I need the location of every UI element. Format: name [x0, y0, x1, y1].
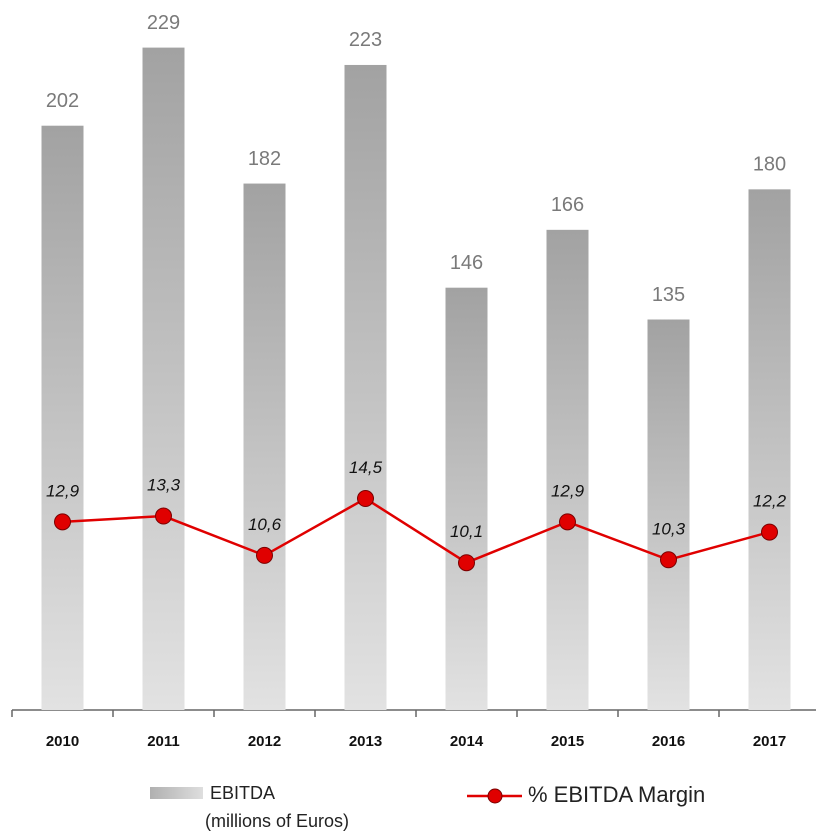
line — [62, 497, 770, 565]
line-marker — [357, 490, 374, 508]
line-label: 12,2 — [753, 492, 787, 511]
line-marker — [54, 513, 71, 531]
legend-marker — [487, 788, 503, 804]
legend-label: EBITDA — [210, 783, 275, 803]
x-tick-label: 2013 — [349, 733, 382, 750]
line-marker — [761, 523, 778, 541]
bar-label: 223 — [349, 29, 382, 51]
line-label: 12,9 — [46, 481, 80, 500]
bar — [344, 64, 387, 710]
bar — [142, 47, 185, 710]
bar-label: 146 — [450, 252, 483, 274]
bar-label: 180 — [753, 154, 786, 176]
bar — [546, 229, 589, 710]
line-label: 12,9 — [551, 481, 585, 500]
bar — [647, 319, 690, 710]
line-marker — [155, 507, 172, 525]
x-tick-label: 2017 — [753, 733, 786, 750]
line-label: 10,3 — [652, 519, 686, 538]
line-marker — [256, 546, 273, 564]
bar — [748, 189, 791, 710]
x-tick-label: 2011 — [147, 733, 180, 750]
bar-label: 135 — [652, 284, 685, 306]
line-label: 14,5 — [349, 458, 383, 477]
line-label: 13,3 — [147, 476, 181, 495]
bar-label: 229 — [147, 12, 180, 34]
bar — [243, 183, 286, 711]
line-marker — [660, 551, 677, 569]
bar-label: 202 — [46, 90, 79, 112]
line-marker — [559, 513, 576, 531]
legend-label: % EBITDA Margin — [528, 782, 705, 807]
bar-label: 166 — [551, 194, 584, 216]
x-tick-label: 2014 — [450, 733, 484, 750]
line-label: 10,6 — [248, 515, 282, 534]
bar — [41, 125, 84, 711]
line-label: 10,1 — [450, 522, 483, 541]
bar — [445, 287, 488, 710]
line-marker — [458, 554, 475, 572]
x-tick-label: 2012 — [248, 733, 281, 750]
x-tick-label: 2010 — [46, 733, 79, 750]
x-tick-label: 2016 — [652, 733, 685, 750]
legend-swatch — [150, 787, 203, 799]
legend-note: (millions of Euros) — [205, 811, 349, 831]
bar-label: 182 — [248, 148, 281, 170]
x-tick-label: 2015 — [551, 733, 584, 750]
